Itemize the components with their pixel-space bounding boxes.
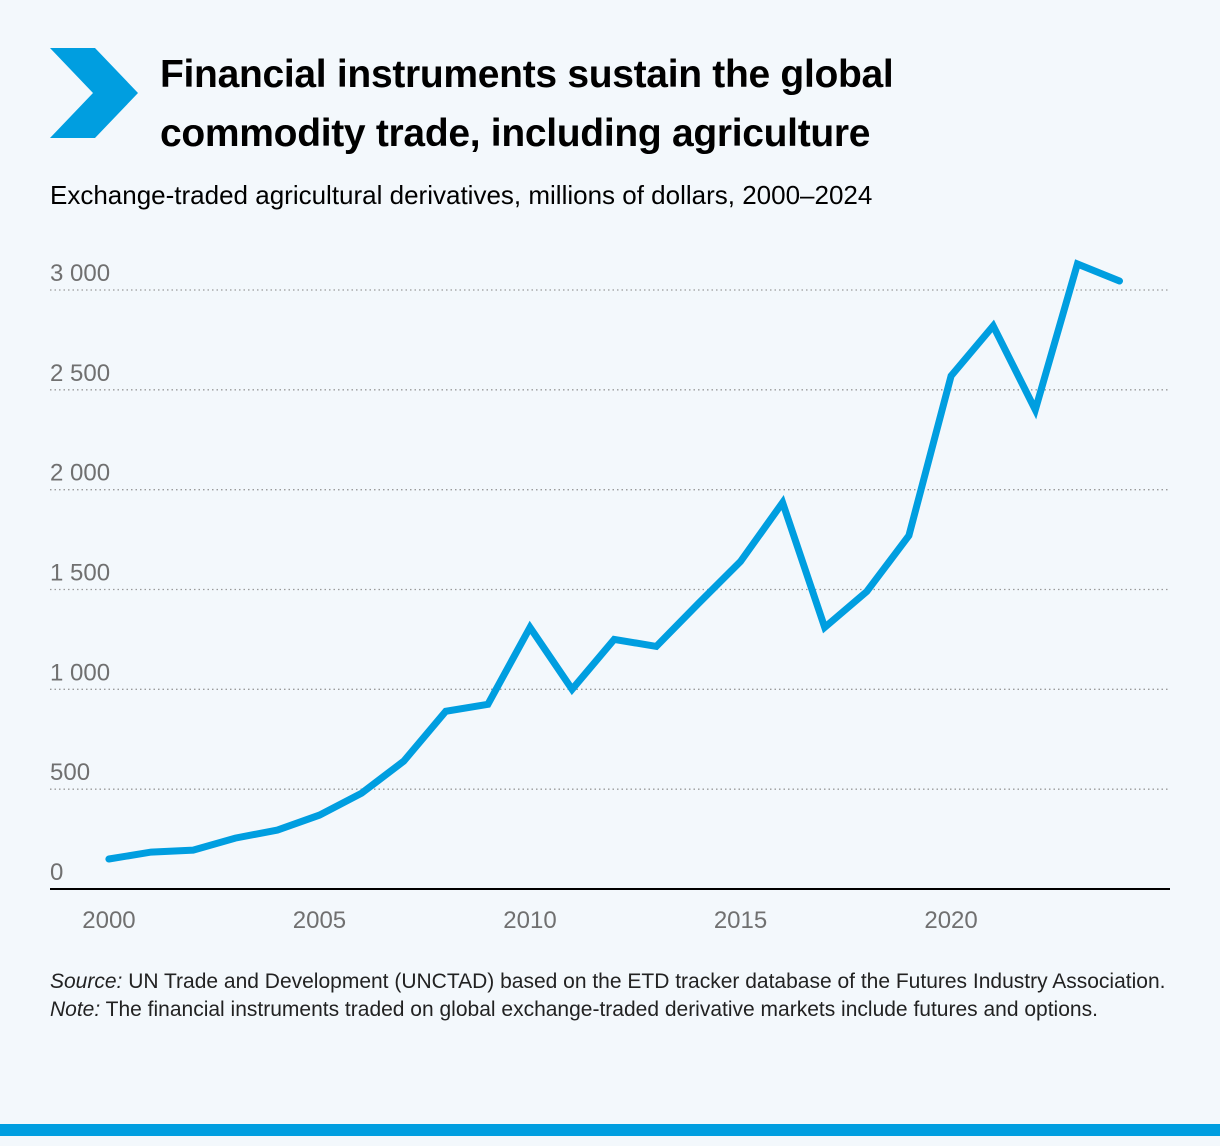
note-label: Note:	[50, 998, 101, 1021]
title-line-1: Financial instruments sustain the global	[160, 53, 894, 96]
chevron-right-icon	[50, 48, 138, 138]
title-line-2: commodity trade, including agriculture	[160, 111, 871, 155]
chart-title: Financial instruments sustain the global…	[160, 46, 1160, 163]
x-tick-label: 2010	[503, 907, 556, 934]
y-tick-label: 500	[50, 759, 90, 786]
source-text: UN Trade and Development (UNCTAD) based …	[122, 970, 1166, 993]
y-tick-label: 1 500	[50, 560, 110, 587]
series-group	[105, 259, 1123, 863]
y-tick-label: 2 000	[50, 460, 110, 487]
x-axis: 2000 2005 2010 2015 2020	[82, 907, 977, 934]
note-text: The financial instruments traded on glob…	[100, 998, 1098, 1021]
source-note: Source: UN Trade and Development (UNCTAD…	[50, 968, 1170, 996]
y-tick-label: 0	[50, 859, 63, 886]
bottom-accent-bar	[0, 1124, 1220, 1136]
x-tick-label: 2000	[82, 907, 135, 934]
source-label: Source:	[50, 970, 123, 993]
series-line	[105, 259, 1123, 863]
y-axis: 0 500 1 000 1 500 2 000 2 500 3 000	[50, 260, 110, 886]
y-tick-label: 1 000	[50, 659, 110, 686]
y-tick-label: 3 000	[50, 260, 110, 287]
x-tick-label: 2020	[924, 907, 977, 934]
chart-subtitle: Exchange-traded agricultural derivatives…	[50, 180, 873, 210]
note: Note: The financial instruments traded o…	[50, 996, 1170, 1024]
grid	[50, 289, 1170, 790]
y-tick-label: 2 500	[50, 360, 110, 387]
x-tick-label: 2005	[293, 907, 346, 934]
x-tick-label: 2015	[714, 907, 767, 934]
chart-notes: Source: UN Trade and Development (UNCTAD…	[50, 968, 1170, 1024]
